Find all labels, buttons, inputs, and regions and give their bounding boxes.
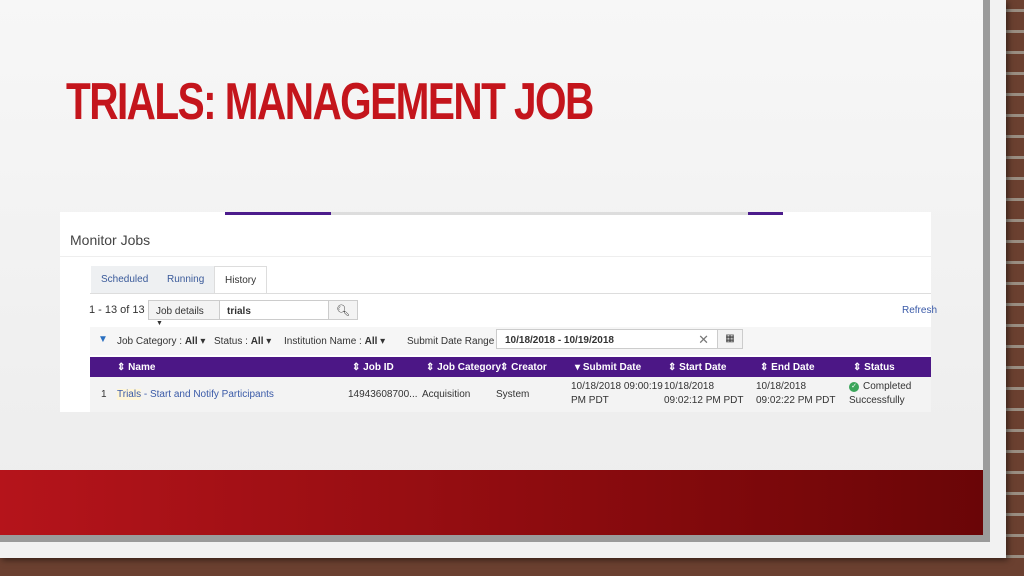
slide-frame: [0, 0, 990, 542]
table-header: ⇕ Name ⇕ Job ID ⇕ Job Category ⇕ Creator…: [90, 357, 931, 377]
progress-bar-end: [748, 212, 783, 215]
red-band: [0, 470, 983, 535]
submit-date: 10/18/2018 09:00:19: [571, 381, 663, 392]
progress-bar: [225, 212, 331, 215]
col-status[interactable]: ⇕ Status: [853, 362, 895, 373]
refresh-link[interactable]: Refresh: [902, 305, 938, 316]
job-category: Acquisition: [422, 389, 471, 400]
monitor-jobs-screenshot: Monitor Jobs Scheduled Running History 1…: [60, 212, 937, 412]
search-button[interactable]: 🔍︎: [328, 300, 358, 320]
col-submit-date[interactable]: ▾ Submit Date: [575, 362, 642, 373]
search-input[interactable]: trials: [219, 300, 329, 320]
table-row[interactable]: 1 Trials - Start and Notify Participants…: [90, 377, 931, 412]
page-title: Monitor Jobs: [70, 232, 151, 248]
col-start-date[interactable]: ⇕ Start Date: [668, 362, 727, 373]
status-detail: Successfully: [849, 395, 905, 406]
chevron-down-icon: ▼: [156, 320, 163, 327]
date-range-label: Submit Date Range: [407, 336, 495, 347]
search-icon: 🔍︎: [336, 305, 350, 317]
slide-title: TRIALS: MANAGEMENT JOB: [66, 73, 594, 131]
job-name-link[interactable]: Trials - Start and Notify Participants: [117, 389, 274, 400]
result-count: 1 - 13 of 13: [89, 304, 145, 316]
slide: TRIALS: MANAGEMENT JOB Monitor Jobs Sche…: [0, 0, 1006, 558]
calendar-icon[interactable]: ▦: [717, 329, 743, 349]
search-scope-dropdown[interactable]: Job details ▼: [148, 300, 220, 327]
date-range-input[interactable]: 10/18/2018 - 10/19/2018 ✕: [496, 329, 718, 349]
start-time: 09:02:12 PM PDT: [664, 395, 744, 406]
submit-date-time: PM PDT: [571, 395, 609, 406]
col-job-id[interactable]: ⇕ Job ID: [352, 362, 394, 373]
col-creator[interactable]: ⇕ Creator: [500, 362, 547, 373]
filter-icon: ▼: [98, 334, 108, 345]
page-header: Monitor Jobs: [60, 222, 931, 257]
row-number: 1: [101, 389, 107, 400]
tab-scheduled[interactable]: Scheduled: [91, 266, 159, 293]
tab-divider: [90, 293, 931, 294]
status: Completed: [863, 381, 912, 392]
col-end-date[interactable]: ⇕ End Date: [760, 362, 815, 373]
creator: System: [496, 389, 530, 400]
clear-icon[interactable]: ✕: [698, 332, 709, 347]
tab-running[interactable]: Running: [157, 266, 215, 293]
col-name[interactable]: ⇕ Name: [117, 362, 156, 373]
col-job-category[interactable]: ⇕ Job Category: [426, 362, 502, 373]
end-date: 10/18/2018: [756, 381, 807, 392]
filter-status[interactable]: Status : All ▾: [214, 336, 272, 347]
start-date: 10/18/2018: [664, 381, 715, 392]
progress-track: [225, 212, 783, 215]
end-time: 09:02:22 PM PDT: [756, 395, 836, 406]
job-id: 14943608700...: [348, 389, 418, 400]
tab-history[interactable]: History: [214, 266, 268, 293]
filter-job-category[interactable]: Job Category : All ▾: [117, 336, 206, 347]
check-circle-icon: ✓: [849, 382, 859, 392]
search-scope-label: Job details: [156, 306, 204, 317]
filter-institution[interactable]: Institution Name : All ▾: [284, 336, 386, 347]
